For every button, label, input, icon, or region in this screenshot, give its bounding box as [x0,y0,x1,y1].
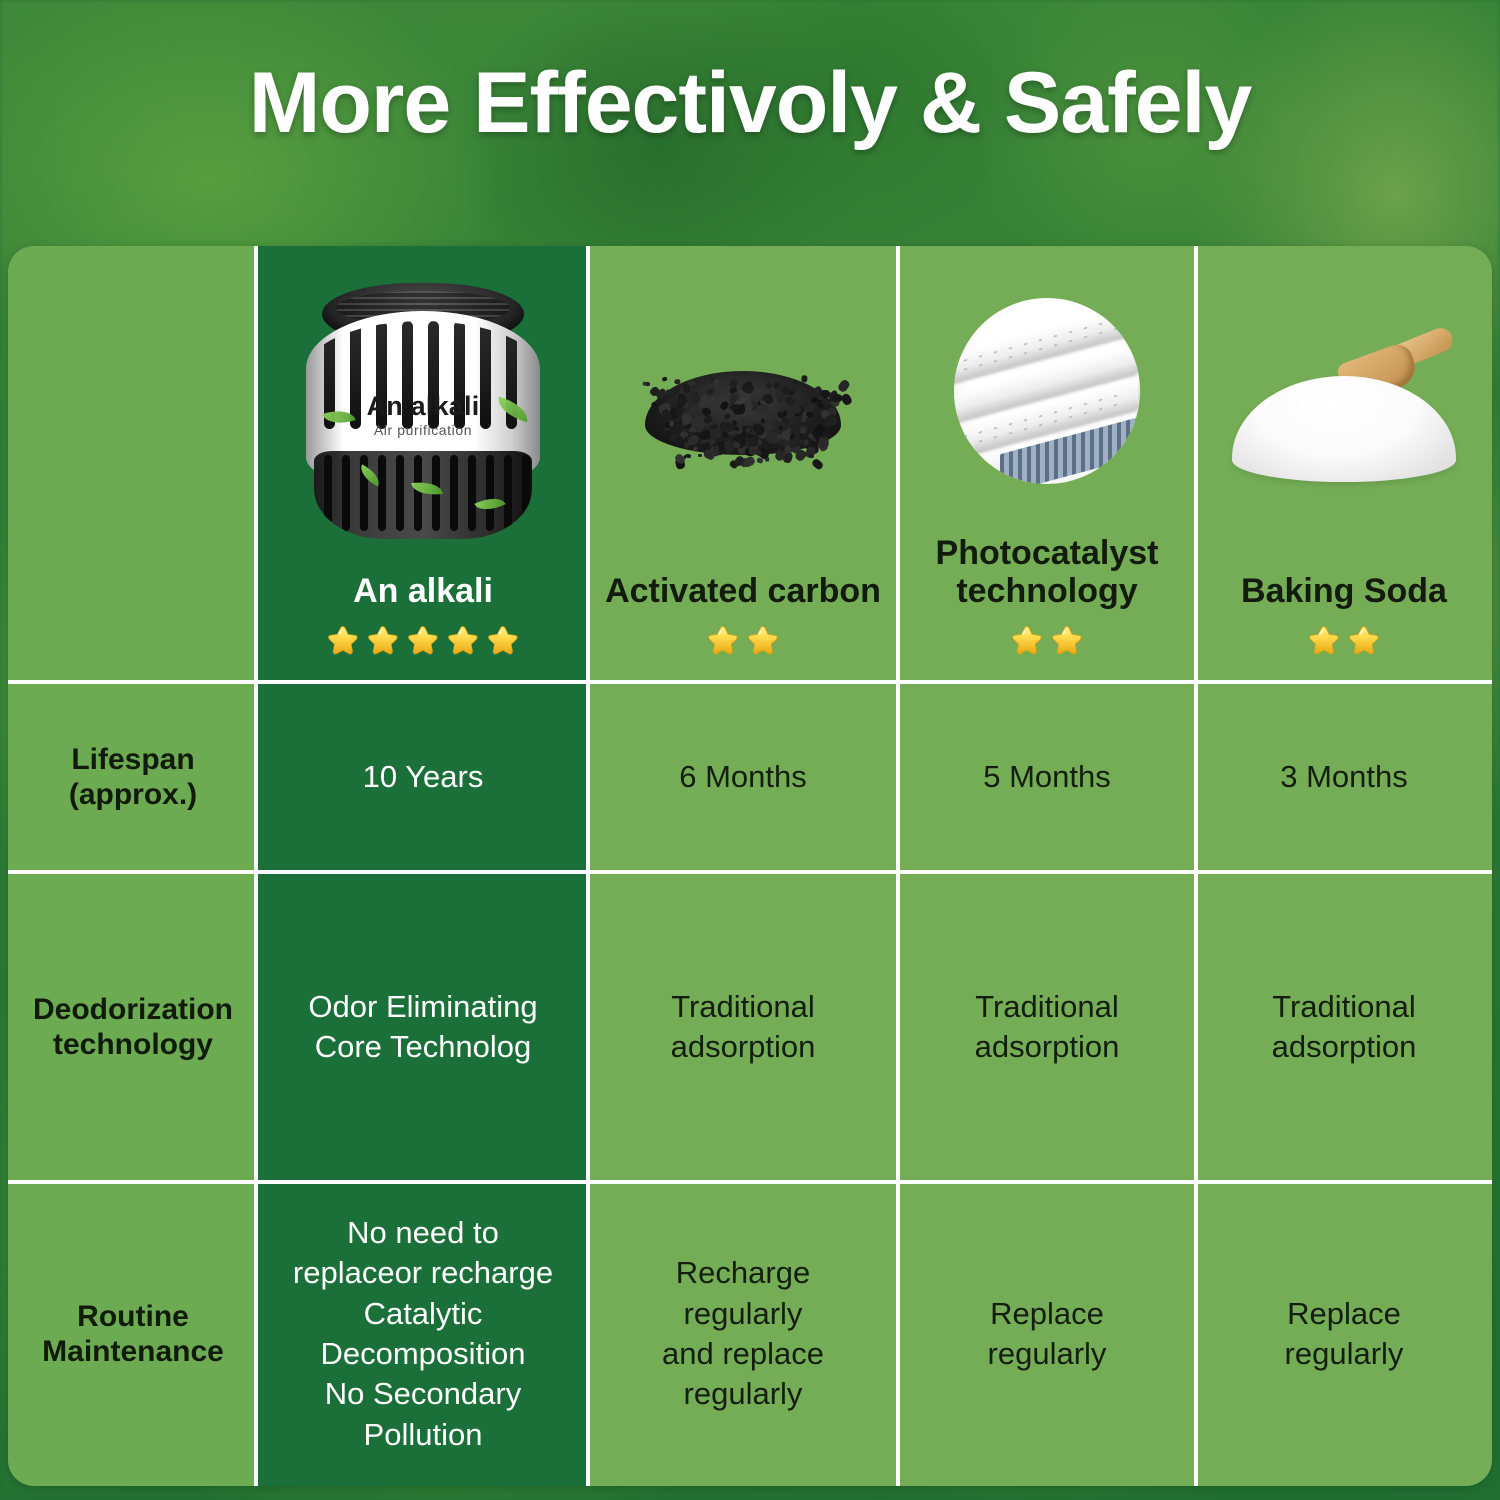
column-header-photocatalyst[interactable]: Photocatalyst technology [898,246,1196,682]
rating-stars-baking-soda [1306,624,1382,660]
activated-carbon-granules-image [596,252,890,568]
cell-maintenance-photocatalyst: Replace regularly [898,1182,1196,1486]
cell-maintenance-activated-carbon: Recharge regularly and replace regularly [588,1182,898,1486]
row-header-lifespan: Lifespan (approx.) [8,682,258,872]
comparison-table: An alkali Air purification An alkali [8,246,1492,1486]
air-purifier-product-image: An alkali Air purification [266,252,580,568]
column-title-photocatalyst: Photocatalyst technology [935,533,1159,610]
cell-lifespan-an-alkali: 10 Years [258,682,588,872]
column-divider-2 [586,246,590,1486]
column-title-an-alkali: An alkali [353,571,493,610]
column-header-an-alkali[interactable]: An alkali Air purification An alkali [258,246,588,682]
row-label-deodorization: Deodorization technology [33,992,233,1061]
column-divider-4 [1194,246,1198,1486]
page-title: More Effectivoly & Safely [248,55,1253,151]
cell-value: 5 Months [983,758,1111,794]
table-grid: An alkali Air purification An alkali [8,246,1492,1486]
cell-deodorization-baking-soda: Traditional adsorption [1196,872,1492,1182]
photocatalyst-filter-layers-image [906,252,1188,530]
row-label-routine-maintenance: Routine Maintenance [42,1299,224,1368]
table-corner-cell [8,246,258,682]
row-header-routine-maintenance: Routine Maintenance [8,1182,258,1486]
cell-maintenance-baking-soda: Replace regularly [1196,1182,1492,1486]
rating-stars-activated-carbon [705,624,781,660]
cell-value: Traditional adsorption [1271,988,1417,1064]
row-divider-1 [8,870,1492,874]
column-divider-1 [254,246,258,1486]
cell-lifespan-activated-carbon: 6 Months [588,682,898,872]
row-label-lifespan: Lifespan (approx.) [68,742,198,811]
cell-value: Replace regularly [1284,1295,1404,1371]
cell-value: 3 Months [1280,758,1408,794]
product-brand-label: An alkali [366,390,480,421]
rating-stars-an-alkali [325,624,521,660]
baking-soda-powder-image [1204,252,1484,568]
cell-lifespan-baking-soda: 3 Months [1196,682,1492,872]
cell-value: 6 Months [679,758,807,794]
cell-deodorization-photocatalyst: Traditional adsorption [898,872,1196,1182]
column-header-baking-soda[interactable]: Baking Soda [1196,246,1492,682]
cell-value: Traditional adsorption [670,988,816,1064]
row-divider-header [8,680,1492,684]
product-tagline-label: Air purification [373,421,473,438]
cell-lifespan-photocatalyst: 5 Months [898,682,1196,872]
cell-value: Recharge regularly and replace regularly [661,1255,824,1412]
headline-banner: More Effectivoly & Safely [0,55,1500,151]
column-title-baking-soda: Baking Soda [1241,571,1447,610]
column-header-activated-carbon[interactable]: Activated carbon [588,246,898,682]
cell-maintenance-an-alkali: No need to replaceor recharge Catalytic Dec… [258,1182,588,1486]
column-divider-3 [896,246,900,1486]
cell-value: Replace regularly [987,1295,1107,1371]
column-title-activated-carbon: Activated carbon [605,571,881,610]
cell-value: Odor Eliminating Core Technolog [308,988,538,1064]
row-divider-2 [8,1180,1492,1184]
cell-value: No need to replaceor recharge Catalytic Dec… [292,1215,554,1452]
cell-value: 10 Years [362,758,484,794]
cell-deodorization-activated-carbon: Traditional adsorption [588,872,898,1182]
row-header-deodorization: Deodorization technology [8,872,258,1182]
cell-deodorization-an-alkali: Odor Eliminating Core Technolog [258,872,588,1182]
rating-stars-photocatalyst [1009,624,1085,660]
cell-value: Traditional adsorption [974,988,1120,1064]
